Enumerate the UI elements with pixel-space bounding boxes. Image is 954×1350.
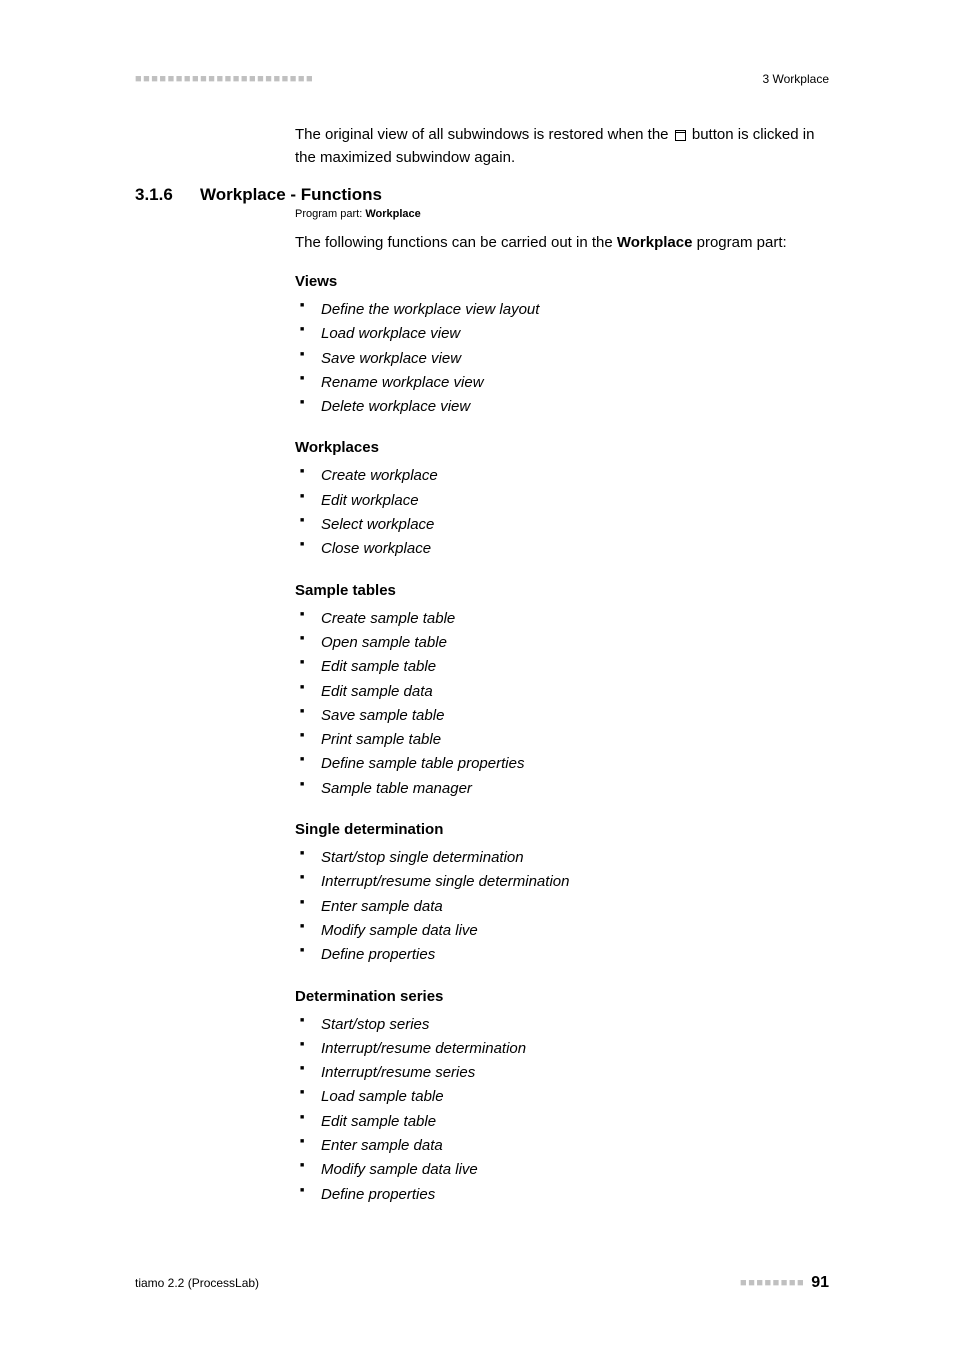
footer-product: tiamo 2.2 (ProcessLab): [135, 1276, 259, 1290]
group-heading: Determination series: [295, 988, 829, 1005]
page-footer: tiamo 2.2 (ProcessLab) ■■■■■■■■ 91: [135, 1274, 829, 1292]
group-heading: Sample tables: [295, 582, 829, 599]
function-item[interactable]: Modify sample data live: [295, 919, 829, 943]
function-item[interactable]: Modify sample data live: [295, 1158, 829, 1182]
function-item[interactable]: Print sample table: [295, 728, 829, 752]
page-header: ■■■■■■■■■■■■■■■■■■■■■■ 3 Workplace: [135, 72, 829, 86]
function-item[interactable]: Delete workplace view: [295, 395, 829, 419]
function-item[interactable]: Enter sample data: [295, 1134, 829, 1158]
function-item[interactable]: Define the workplace view layout: [295, 298, 829, 322]
maximize-icon: [675, 130, 686, 141]
group-heading: Workplaces: [295, 439, 829, 456]
program-part-value: Workplace: [365, 208, 420, 220]
function-item[interactable]: Save sample table: [295, 704, 829, 728]
function-list: Create workplaceEdit workplaceSelect wor…: [295, 464, 829, 561]
group-heading: Views: [295, 273, 829, 290]
intro-text-before: The original view of all subwindows is r…: [295, 126, 673, 143]
function-item[interactable]: Select workplace: [295, 513, 829, 537]
function-item[interactable]: Sample table manager: [295, 777, 829, 801]
function-item[interactable]: Close workplace: [295, 537, 829, 561]
function-item[interactable]: Load workplace view: [295, 322, 829, 346]
function-list: Create sample tableOpen sample tableEdit…: [295, 607, 829, 801]
function-item[interactable]: Interrupt/resume series: [295, 1061, 829, 1085]
function-item[interactable]: Rename workplace view: [295, 371, 829, 395]
function-item[interactable]: Define properties: [295, 1183, 829, 1207]
group-heading: Single determination: [295, 821, 829, 838]
function-item[interactable]: Start/stop single determination: [295, 846, 829, 870]
function-item[interactable]: Load sample table: [295, 1085, 829, 1109]
footer-page-number: 91: [811, 1274, 829, 1292]
following-text-bold: Workplace: [617, 234, 693, 251]
function-list: Start/stop single determinationInterrupt…: [295, 846, 829, 967]
function-item[interactable]: Start/stop series: [295, 1013, 829, 1037]
program-part-label: Program part:: [295, 208, 365, 220]
function-item[interactable]: Interrupt/resume determination: [295, 1037, 829, 1061]
header-dashes: ■■■■■■■■■■■■■■■■■■■■■■: [135, 73, 314, 85]
function-item[interactable]: Create sample table: [295, 607, 829, 631]
following-text: The following functions can be carried o…: [295, 234, 829, 251]
program-part: Program part: Workplace: [295, 208, 829, 220]
function-item[interactable]: Edit sample table: [295, 655, 829, 679]
function-item[interactable]: Save workplace view: [295, 347, 829, 371]
function-item[interactable]: Edit workplace: [295, 489, 829, 513]
function-item[interactable]: Open sample table: [295, 631, 829, 655]
function-item[interactable]: Edit sample table: [295, 1110, 829, 1134]
section-title: Workplace - Functions: [200, 185, 382, 205]
section-number: 3.1.6: [135, 185, 200, 205]
function-item[interactable]: Enter sample data: [295, 895, 829, 919]
function-item[interactable]: Define properties: [295, 943, 829, 967]
footer-dashes: ■■■■■■■■: [740, 1277, 805, 1289]
function-list: Define the workplace view layoutLoad wor…: [295, 298, 829, 419]
function-item[interactable]: Define sample table properties: [295, 752, 829, 776]
following-text-prefix: The following functions can be carried o…: [295, 234, 617, 251]
function-item[interactable]: Interrupt/resume single determination: [295, 870, 829, 894]
section-heading: 3.1.6 Workplace - Functions: [135, 185, 829, 205]
function-item[interactable]: Create workplace: [295, 464, 829, 488]
intro-paragraph: The original view of all subwindows is r…: [295, 124, 829, 169]
function-item[interactable]: Edit sample data: [295, 680, 829, 704]
header-section-label: 3 Workplace: [763, 72, 829, 86]
function-list: Start/stop seriesInterrupt/resume determ…: [295, 1013, 829, 1207]
following-text-suffix: program part:: [692, 234, 786, 251]
